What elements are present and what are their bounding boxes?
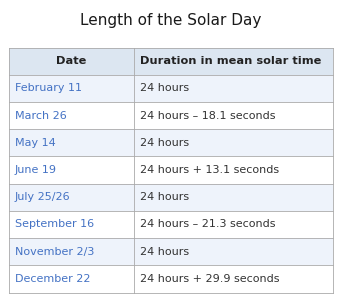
Text: 24 hours: 24 hours	[140, 247, 189, 257]
Text: February 11: February 11	[15, 83, 81, 93]
Bar	[9, 211, 333, 238]
Bar	[9, 75, 333, 102]
Bar	[9, 238, 333, 265]
Bar	[9, 129, 333, 157]
Text: Duration in mean solar time: Duration in mean solar time	[139, 56, 321, 66]
Bar	[9, 265, 333, 293]
Text: 24 hours: 24 hours	[140, 83, 189, 93]
Bar	[9, 184, 333, 211]
Text: July 25/26: July 25/26	[15, 192, 70, 202]
Bar	[9, 157, 333, 184]
Text: 24 hours – 21.3 seconds: 24 hours – 21.3 seconds	[140, 219, 275, 230]
Bar	[9, 48, 333, 75]
Bar	[9, 102, 333, 129]
Text: Length of the Solar Day: Length of the Solar Day	[80, 13, 261, 29]
Text: November 2/3: November 2/3	[15, 247, 94, 257]
Text: 24 hours – 18.1 seconds: 24 hours – 18.1 seconds	[140, 110, 275, 121]
Text: June 19: June 19	[15, 165, 57, 175]
Text: March 26: March 26	[15, 110, 66, 121]
Text: September 16: September 16	[15, 219, 94, 230]
Text: 24 hours + 13.1 seconds: 24 hours + 13.1 seconds	[140, 165, 279, 175]
Text: Date: Date	[56, 56, 86, 66]
Text: December 22: December 22	[15, 274, 90, 284]
Text: May 14: May 14	[15, 138, 56, 148]
Text: 24 hours + 29.9 seconds: 24 hours + 29.9 seconds	[140, 274, 279, 284]
Text: 24 hours: 24 hours	[140, 192, 189, 202]
Text: 24 hours: 24 hours	[140, 138, 189, 148]
